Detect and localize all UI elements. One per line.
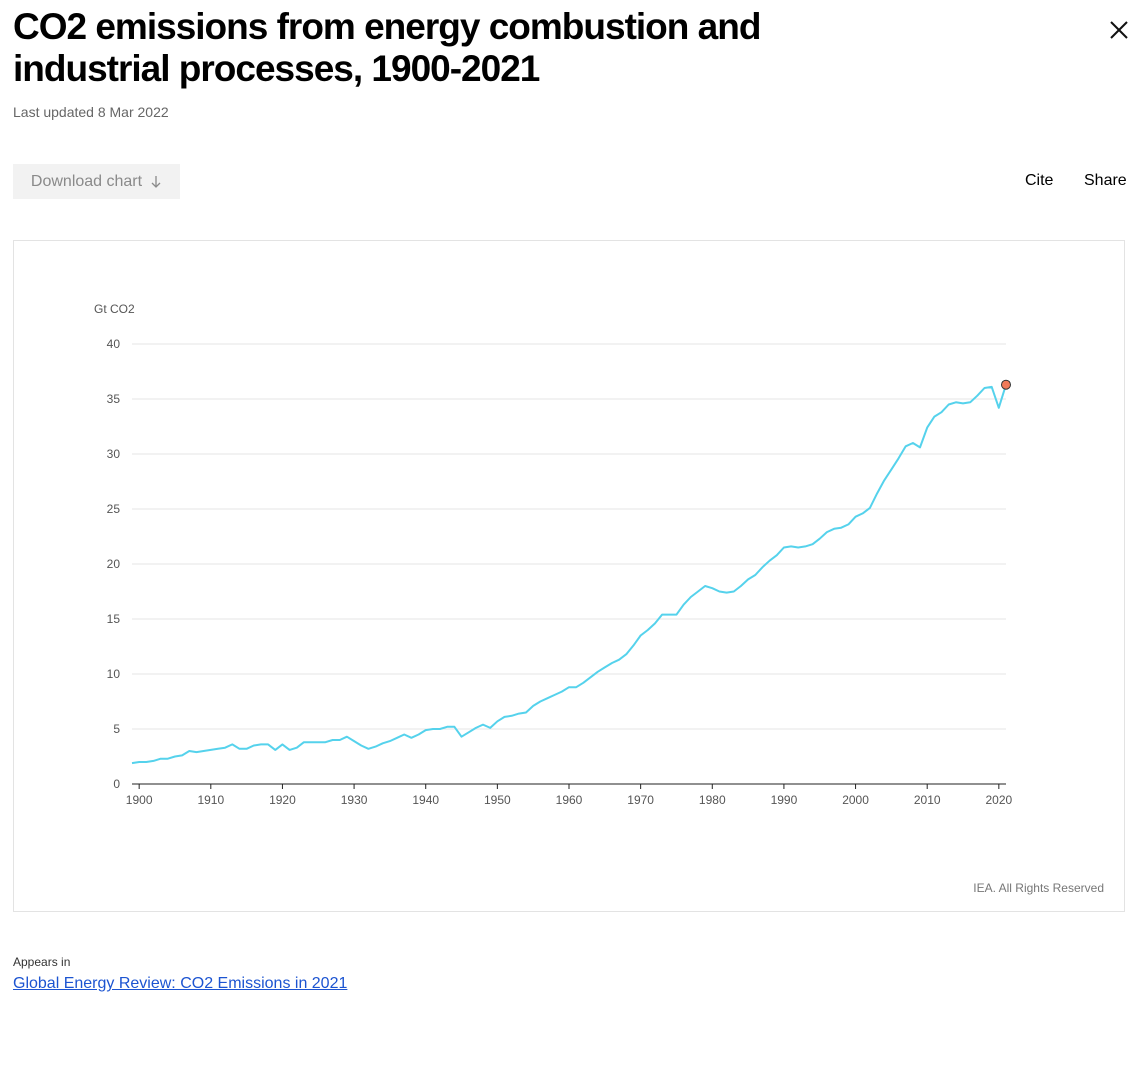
x-tick-label: 2010 xyxy=(914,793,941,807)
series-line-co2-emissions xyxy=(132,385,1006,763)
highlight-point-2021[interactable] xyxy=(1002,380,1011,389)
x-tick-label: 1990 xyxy=(771,793,798,807)
page-title: CO2 emissions from energy combustion and… xyxy=(13,6,873,90)
x-tick-label: 1940 xyxy=(412,793,439,807)
gridlines xyxy=(132,344,1006,729)
y-tick-label: 40 xyxy=(107,337,121,351)
y-tick-label: 20 xyxy=(107,557,121,571)
close-button[interactable] xyxy=(1105,16,1133,44)
y-tick-label: 5 xyxy=(113,722,120,736)
close-icon xyxy=(1105,16,1133,44)
cite-button[interactable]: Cite xyxy=(1025,172,1053,190)
x-tick-label: 2020 xyxy=(985,793,1012,807)
y-axis-ticks: 0 5 10 15 20 25 30 35 40 xyxy=(107,337,121,791)
x-tick-label: 1970 xyxy=(627,793,654,807)
y-axis-label: Gt CO2 xyxy=(94,302,135,316)
copyright-note: IEA. All Rights Reserved xyxy=(973,881,1104,895)
appears-in-label: Appears in xyxy=(13,955,70,969)
y-tick-label: 30 xyxy=(107,447,121,461)
last-updated: Last updated 8 Mar 2022 xyxy=(13,104,169,120)
x-tick-label: 1980 xyxy=(699,793,726,807)
chart-container: 0 5 10 15 20 25 30 35 40 1900 1910 1920 1930 1940 195… xyxy=(13,240,1125,912)
y-tick-label: 25 xyxy=(107,502,121,516)
report-link[interactable]: Global Energy Review: CO2 Emissions in 2… xyxy=(13,975,347,993)
share-button[interactable]: Share xyxy=(1084,172,1127,190)
arrow-down-icon xyxy=(150,175,162,189)
x-tick-label: 2000 xyxy=(842,793,869,807)
x-tick-label: 1950 xyxy=(484,793,511,807)
y-tick-label: 35 xyxy=(107,392,121,406)
x-tick-label: 1900 xyxy=(126,793,153,807)
co2-line-chart: 0 5 10 15 20 25 30 35 40 1900 1910 1920 1930 1940 195… xyxy=(14,241,1124,911)
x-tick-label: 1960 xyxy=(556,793,583,807)
y-tick-label: 10 xyxy=(107,667,121,681)
x-tick-label: 1910 xyxy=(197,793,224,807)
y-tick-label: 15 xyxy=(107,612,121,626)
y-tick-label: 0 xyxy=(113,777,120,791)
x-tick-label: 1930 xyxy=(341,793,368,807)
x-axis-ticks: 1900 1910 1920 1930 1940 1950 1960 1970 1980 1990… xyxy=(126,784,1013,807)
download-chart-button[interactable]: Download chart xyxy=(13,164,180,199)
download-chart-label: Download chart xyxy=(31,173,142,191)
x-tick-label: 1920 xyxy=(269,793,296,807)
